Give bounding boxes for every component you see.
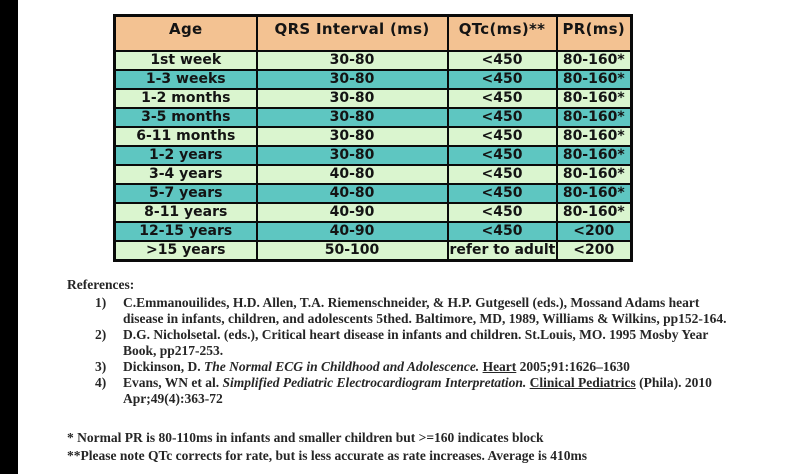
reference-text-italic: Simplified Pediatric Electrocardiogram I… bbox=[222, 375, 530, 390]
column-header-age: Age bbox=[113, 14, 258, 52]
cell-age: 6-11 months bbox=[113, 126, 258, 147]
table-row: 3-4 years 40-80 <450 80-160* bbox=[113, 164, 633, 185]
cell-age: 1-2 years bbox=[113, 145, 258, 166]
table-row: 6-11 months 30-80 <450 80-160* bbox=[113, 126, 633, 147]
column-header-qrs-interval: QRS Interval (ms) bbox=[255, 14, 449, 52]
references-heading: References: bbox=[67, 277, 135, 292]
cell-qtc: refer to adult bbox=[446, 240, 558, 262]
cell-pr: 80-160* bbox=[555, 145, 633, 166]
reference-text-plain: D.G. Nicholsetal. (eds.), Critical heart… bbox=[123, 327, 709, 358]
cell-age: 1-3 weeks bbox=[113, 69, 258, 90]
cell-pr: <200 bbox=[555, 240, 633, 262]
cell-age: 5-7 years bbox=[113, 183, 258, 204]
cell-pr: 80-160* bbox=[555, 88, 633, 109]
cell-age: 3-5 months bbox=[113, 107, 258, 128]
ecg-table-container: Age QRS Interval (ms) QTc(ms)** PR(ms) 1… bbox=[113, 14, 633, 262]
left-black-bar bbox=[0, 0, 18, 474]
table-row: 12-15 years 40-90 <450 <200 bbox=[113, 221, 633, 242]
reference-text-plain: Evans, WN et al. bbox=[123, 375, 223, 390]
table-row: 1st week 30-80 <450 80-160* bbox=[113, 50, 633, 71]
reference-number: 1) bbox=[95, 295, 107, 310]
reference-number: 2) bbox=[95, 327, 107, 342]
cell-qrs: 40-80 bbox=[255, 164, 449, 185]
cell-pr: 80-160* bbox=[555, 69, 633, 90]
reference-text-plain: 2005;91:1626–1630 bbox=[516, 359, 630, 374]
cell-qrs: 40-90 bbox=[255, 221, 449, 242]
cell-qrs: 30-80 bbox=[255, 126, 449, 147]
cell-pr: 80-160* bbox=[555, 126, 633, 147]
cell-qtc: <450 bbox=[446, 221, 558, 242]
cell-age: 3-4 years bbox=[113, 164, 258, 185]
cell-age: 1-2 months bbox=[113, 88, 258, 109]
footnote-pr: * Normal PR is 80-110ms in infants and s… bbox=[67, 430, 544, 445]
cell-qrs: 30-80 bbox=[255, 145, 449, 166]
cell-pr: 80-160* bbox=[555, 202, 633, 223]
column-header-pr: PR(ms) bbox=[555, 14, 633, 52]
reference-number: 3) bbox=[95, 359, 107, 374]
cell-age: 12-15 years bbox=[113, 221, 258, 242]
cell-qtc: <450 bbox=[446, 126, 558, 147]
cell-qtc: <450 bbox=[446, 107, 558, 128]
cell-age: 1st week bbox=[113, 50, 258, 71]
cell-qtc: <450 bbox=[446, 202, 558, 223]
reference-text-italic: The Normal ECG in Childhood and Adolesce… bbox=[204, 359, 483, 374]
table-row: 8-11 years 40-90 <450 80-160* bbox=[113, 202, 633, 223]
table-row: 1-3 weeks 30-80 <450 80-160* bbox=[113, 69, 633, 90]
reference-item-3: 3) Dickinson, D. The Normal ECG in Child… bbox=[95, 359, 735, 375]
cell-qtc: <450 bbox=[446, 164, 558, 185]
table-row: 1-2 years 30-80 <450 80-160* bbox=[113, 145, 633, 166]
cell-qrs: 30-80 bbox=[255, 88, 449, 109]
cell-pr: 80-160* bbox=[555, 183, 633, 204]
reference-text-underline: Heart bbox=[482, 359, 517, 374]
cell-qtc: <450 bbox=[446, 183, 558, 204]
column-header-qtc: QTc(ms)** bbox=[446, 14, 558, 52]
reference-text: Dickinson, D. The Normal ECG in Childhoo… bbox=[123, 359, 735, 375]
reference-item-1: 1) C.Emmanouilides, H.D. Allen, T.A. Rie… bbox=[95, 295, 735, 327]
cell-qrs: 30-80 bbox=[255, 107, 449, 128]
footnotes-section: * Normal PR is 80-110ms in infants and s… bbox=[67, 429, 767, 465]
reference-text-plain: C.Emmanouilides, H.D. Allen, T.A. Riemen… bbox=[123, 295, 727, 326]
cell-age: 8-11 years bbox=[113, 202, 258, 223]
cell-qrs: 30-80 bbox=[255, 50, 449, 71]
table-row: 1-2 months 30-80 <450 80-160* bbox=[113, 88, 633, 109]
reference-text: D.G. Nicholsetal. (eds.), Critical heart… bbox=[123, 327, 735, 359]
cell-pr: 80-160* bbox=[555, 50, 633, 71]
cell-pr: <200 bbox=[555, 221, 633, 242]
table-row: 3-5 months 30-80 <450 80-160* bbox=[113, 107, 633, 128]
table-row: >15 years 50-100 refer to adult <200 bbox=[113, 240, 633, 262]
cell-pr: 80-160* bbox=[555, 164, 633, 185]
pediatric-ecg-values-table: Age QRS Interval (ms) QTc(ms)** PR(ms) 1… bbox=[113, 14, 633, 262]
references-section: References: 1) C.Emmanouilides, H.D. All… bbox=[67, 277, 735, 407]
cell-qrs: 40-90 bbox=[255, 202, 449, 223]
reference-text-plain: Dickinson, D. bbox=[123, 359, 205, 374]
cell-qtc: <450 bbox=[446, 50, 558, 71]
cell-age: >15 years bbox=[113, 240, 258, 262]
cell-qrs: 40-80 bbox=[255, 183, 449, 204]
reference-text: Evans, WN et al. Simplified Pediatric El… bbox=[123, 375, 735, 407]
cell-qrs: 50-100 bbox=[255, 240, 449, 262]
cell-pr: 80-160* bbox=[555, 107, 633, 128]
reference-text-plain: (Phila). 2010 Apr;49(4):363-72 bbox=[123, 375, 712, 406]
footnote-qtc: **Please note QTc corrects for rate, but… bbox=[67, 448, 587, 463]
reference-item-4: 4) Evans, WN et al. Simplified Pediatric… bbox=[95, 375, 735, 407]
cell-qtc: <450 bbox=[446, 69, 558, 90]
reference-text: C.Emmanouilides, H.D. Allen, T.A. Riemen… bbox=[123, 295, 735, 327]
table-row: 5-7 years 40-80 <450 80-160* bbox=[113, 183, 633, 204]
cell-qtc: <450 bbox=[446, 145, 558, 166]
table-header-row: Age QRS Interval (ms) QTc(ms)** PR(ms) bbox=[113, 14, 633, 52]
cell-qrs: 30-80 bbox=[255, 69, 449, 90]
reference-text-underline: Clinical Pediatrics bbox=[529, 375, 636, 390]
reference-number: 4) bbox=[95, 375, 107, 390]
reference-item-2: 2) D.G. Nicholsetal. (eds.), Critical he… bbox=[95, 327, 735, 359]
cell-qtc: <450 bbox=[446, 88, 558, 109]
